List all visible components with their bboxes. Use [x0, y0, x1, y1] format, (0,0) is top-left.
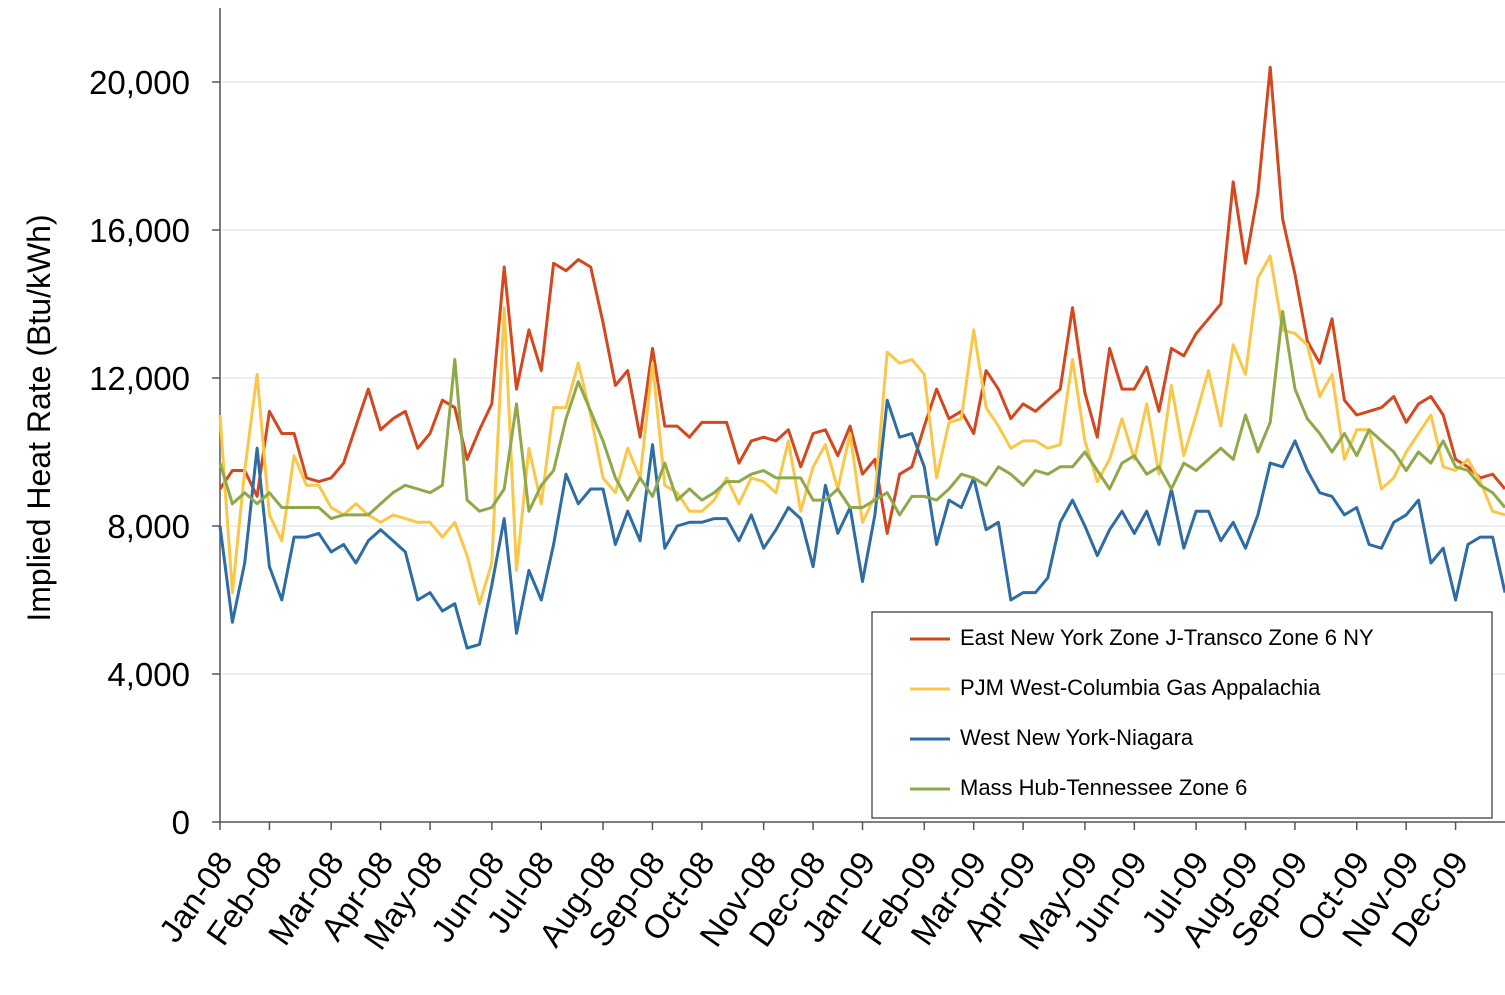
y-tick-label: 20,000: [89, 64, 190, 101]
y-tick-label: 8,000: [107, 508, 190, 545]
series-line: [218, 254, 1505, 606]
y-tick-label: 0: [172, 804, 190, 841]
series-line: [218, 398, 1505, 650]
y-axis-title: Implied Heat Rate (Btu/kWh): [21, 214, 57, 621]
y-tick-label: 12,000: [89, 360, 190, 397]
y-tick-label: 4,000: [107, 656, 190, 693]
legend-box: [871, 611, 1493, 819]
series-line: [218, 309, 1505, 521]
y-tick-label: 16,000: [89, 212, 190, 249]
legend-text: East New York Zone J-Transco Zone 6 NY: [960, 625, 1374, 650]
legend-text: Mass Hub-Tennessee Zone 6: [960, 775, 1247, 800]
legend-text: West New York-Niagara: [960, 725, 1194, 750]
series-line: [218, 65, 1505, 535]
legend-text: PJM West-Columbia Gas Appalachia: [960, 675, 1321, 700]
